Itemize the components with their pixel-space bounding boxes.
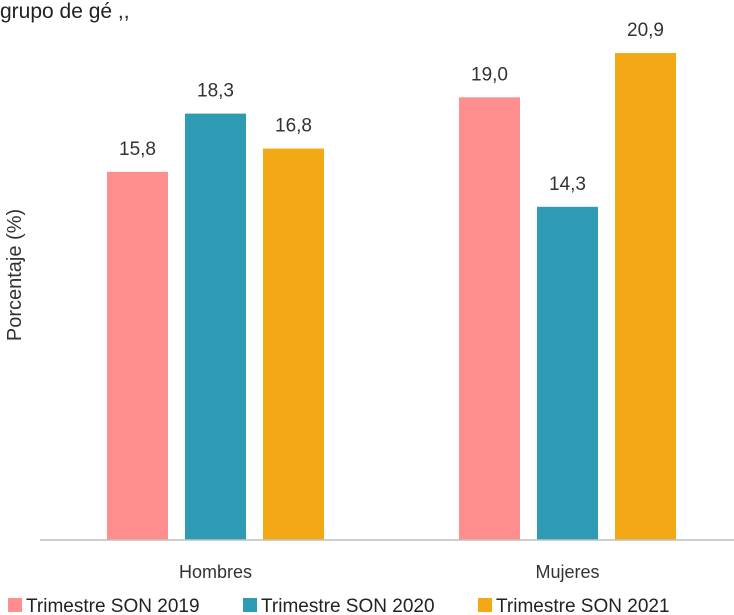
- category-label-mujeres: Mujeres: [535, 562, 599, 582]
- data-label-mujeres-2: 14,3: [549, 174, 586, 195]
- data-label-mujeres-1: 19,0: [471, 64, 508, 85]
- bar-hombres-2: [185, 113, 246, 541]
- bar-mujeres-2: [537, 206, 598, 540]
- data-label-hombres-3: 16,8: [275, 116, 312, 137]
- data-label-hombres-2: 18,3: [197, 81, 234, 102]
- legend-label-3: Trimestre SON 2021: [496, 596, 670, 615]
- legend-swatch-1: [8, 598, 22, 612]
- bar-mujeres-3: [615, 53, 676, 540]
- bar-mujeres-1: [459, 97, 520, 541]
- data-labels-group: 15,8 18,3 16,8 19,0 14,3 20,9: [119, 20, 664, 195]
- bar-hombres-1: [107, 171, 168, 541]
- legend-swatch-3: [478, 598, 492, 612]
- data-label-mujeres-3: 20,9: [627, 20, 664, 41]
- legend-swatch-2: [243, 598, 257, 612]
- data-label-hombres-1: 15,8: [119, 139, 156, 160]
- category-labels-group: Hombres Mujeres: [179, 562, 600, 582]
- bar-hombres-3: [263, 148, 324, 540]
- bars-group: [107, 53, 676, 541]
- category-label-hombres: Hombres: [179, 562, 252, 582]
- y-axis-title: Porcentaje (%): [4, 209, 26, 341]
- top-text-fragment: grupo de gé ,,: [0, 0, 130, 23]
- legend: Trimestre SON 2019 Trimestre SON 2020 Trim…: [8, 596, 670, 615]
- legend-label-1: Trimestre SON 2019: [26, 596, 200, 615]
- legend-label-2: Trimestre SON 2020: [261, 596, 435, 615]
